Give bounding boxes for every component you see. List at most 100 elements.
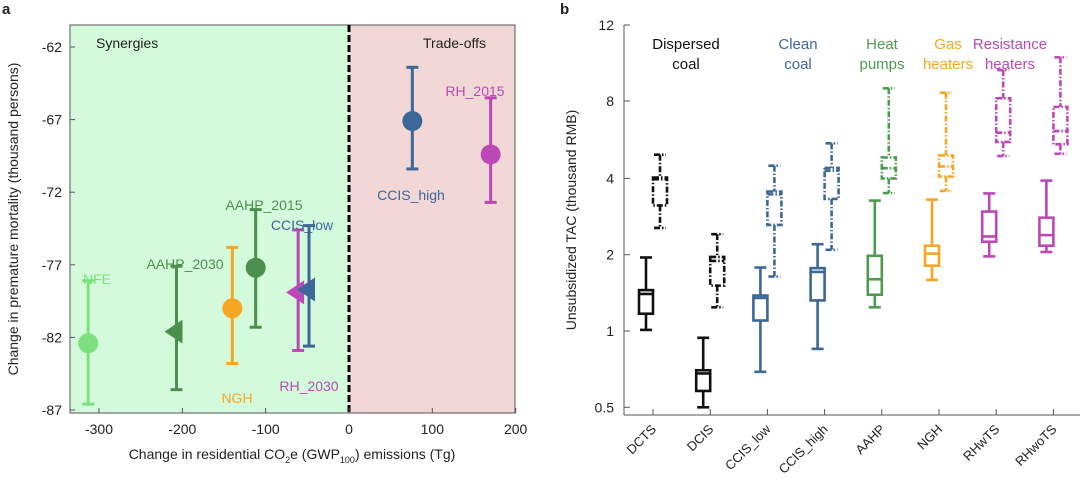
iqr-box — [866, 254, 884, 297]
x-tick-label: DCTS — [623, 421, 659, 457]
x-tick-label: -200 — [168, 421, 196, 437]
iqr-box — [637, 288, 655, 316]
y-tick-label: -87 — [42, 402, 62, 418]
y-tick-label: 8 — [606, 93, 614, 109]
y-tick-label: -72 — [42, 184, 62, 200]
point-label: AAHP_2030 — [146, 256, 223, 272]
iqr-box — [651, 176, 669, 207]
tradeoffs-region — [349, 25, 515, 413]
box-solid-ccis_low — [752, 266, 769, 374]
y-tick-label: 2 — [606, 247, 614, 263]
group-label: coal — [784, 56, 812, 73]
box-dashed-dcts — [651, 153, 669, 230]
y-tick-label: -82 — [42, 329, 62, 345]
iqr-box — [708, 255, 726, 287]
iqr-box — [1038, 216, 1055, 248]
iqr-box — [752, 294, 769, 322]
iqr-box — [694, 368, 712, 393]
y-tick-label: -67 — [42, 112, 62, 128]
region-label-tradeoffs: Trade-offs — [423, 35, 486, 51]
box-dashed-ccis_high — [823, 142, 840, 252]
data-point-ccis_low: CCIS_low — [271, 217, 334, 348]
circle-marker — [78, 333, 99, 354]
circle-marker — [480, 144, 501, 165]
point-label: NGH — [221, 390, 252, 406]
region-label-synergies: Synergies — [96, 35, 158, 51]
panel-label-a: a — [2, 1, 11, 18]
plot-frame — [69, 24, 516, 414]
point-label: RH_2015 — [445, 83, 504, 99]
y-tick-label: 4 — [606, 170, 614, 186]
box-solid-dcts — [637, 256, 655, 332]
group-label: heaters — [985, 56, 1035, 73]
group-label: heaters — [923, 56, 973, 73]
data-point-rh_2015: RH_2015 — [445, 83, 505, 204]
box-solid-rhwots — [1038, 179, 1055, 254]
x-axis-label-part: 2 — [285, 455, 290, 465]
box-solid-ngh — [923, 198, 941, 282]
synergies-region — [70, 25, 349, 413]
group-label: pumps — [859, 56, 904, 73]
data-point-aahp_2015: AAHP_2015 — [225, 197, 303, 329]
triangle-marker — [164, 319, 183, 344]
iqr-box — [766, 190, 783, 227]
x-tick-label: RHwoTS — [1012, 421, 1060, 469]
data-point-ccis_high: CCIS_high — [377, 65, 445, 203]
group-label: Resistance — [973, 36, 1047, 53]
x-tick-label: -100 — [252, 421, 280, 437]
x-tick-label: 200 — [504, 421, 528, 437]
y-tick-label: -62 — [42, 39, 62, 55]
group-label: coal — [672, 56, 700, 73]
x-tick-label: RHwTS — [960, 421, 1003, 464]
triangle-marker — [297, 277, 316, 302]
x-axis-label-part: Change in residential CO — [129, 446, 286, 462]
data-point-nfe: NFE — [78, 271, 111, 406]
point-label: AAHP_2015 — [225, 197, 302, 213]
x-axis-label-part: e (GWP — [290, 446, 340, 462]
y-tick-label: 12 — [598, 17, 614, 33]
data-point-aahp_2030: AAHP_2030 — [146, 256, 224, 392]
x-tick-label: NGH — [914, 422, 945, 453]
circle-marker — [402, 111, 423, 132]
x-tick-label: DCIS — [684, 421, 717, 454]
box-dashed-ngh — [937, 91, 955, 193]
y-tick-label: -77 — [42, 257, 62, 273]
x-axis-label: Change in residential CO2e (GWP100) emis… — [129, 446, 456, 465]
data-point-ngh: NGH — [221, 245, 253, 406]
box-dashed-dcis — [708, 232, 726, 309]
y-axis-label: Change in premature mortality (thousand … — [5, 63, 21, 376]
box-dashed-ccis_low — [766, 164, 783, 278]
group-label: Heat — [866, 36, 899, 53]
x-tick-label: AAHP — [852, 422, 888, 458]
x-tick-label: 0 — [345, 421, 353, 437]
box-solid-ccis_high — [809, 242, 826, 351]
circle-marker — [245, 257, 266, 278]
x-tick-label: CCIS_high — [776, 422, 831, 477]
box-solid-rhwts — [980, 192, 998, 258]
group-label: Clean — [778, 36, 817, 53]
point-label: RH_2030 — [279, 378, 338, 394]
iqr-box — [823, 166, 840, 201]
y-axis-label: Unsubsidized TAC (thousand RMB) — [563, 110, 579, 330]
x-axis-label-part: 100 — [340, 455, 355, 465]
group-label: Gas — [934, 36, 962, 53]
x-tick-label: CCIS_low — [722, 421, 774, 473]
box-dashed-rhwts — [994, 68, 1012, 158]
iqr-box — [923, 244, 941, 267]
group-label: Dispersed — [652, 36, 720, 53]
panel-label-b: b — [560, 1, 569, 18]
point-label: CCIS_high — [377, 187, 445, 203]
point-label: CCIS_low — [271, 217, 334, 233]
chart-a: Synergies Trade-offs -300 -200 -100 0 100 200 -6… — [5, 24, 528, 465]
box-solid-dcis — [694, 336, 712, 409]
x-axis-label-part: ) emissions (Tg) — [355, 446, 455, 462]
box-dashed-aahp — [880, 86, 898, 195]
box-solid-aahp — [866, 199, 884, 309]
iqr-box — [994, 97, 1012, 144]
iqr-box — [980, 210, 998, 244]
point-label: NFE — [83, 271, 111, 287]
x-tick-label: 100 — [421, 421, 445, 437]
x-tick-label: -300 — [85, 421, 113, 437]
